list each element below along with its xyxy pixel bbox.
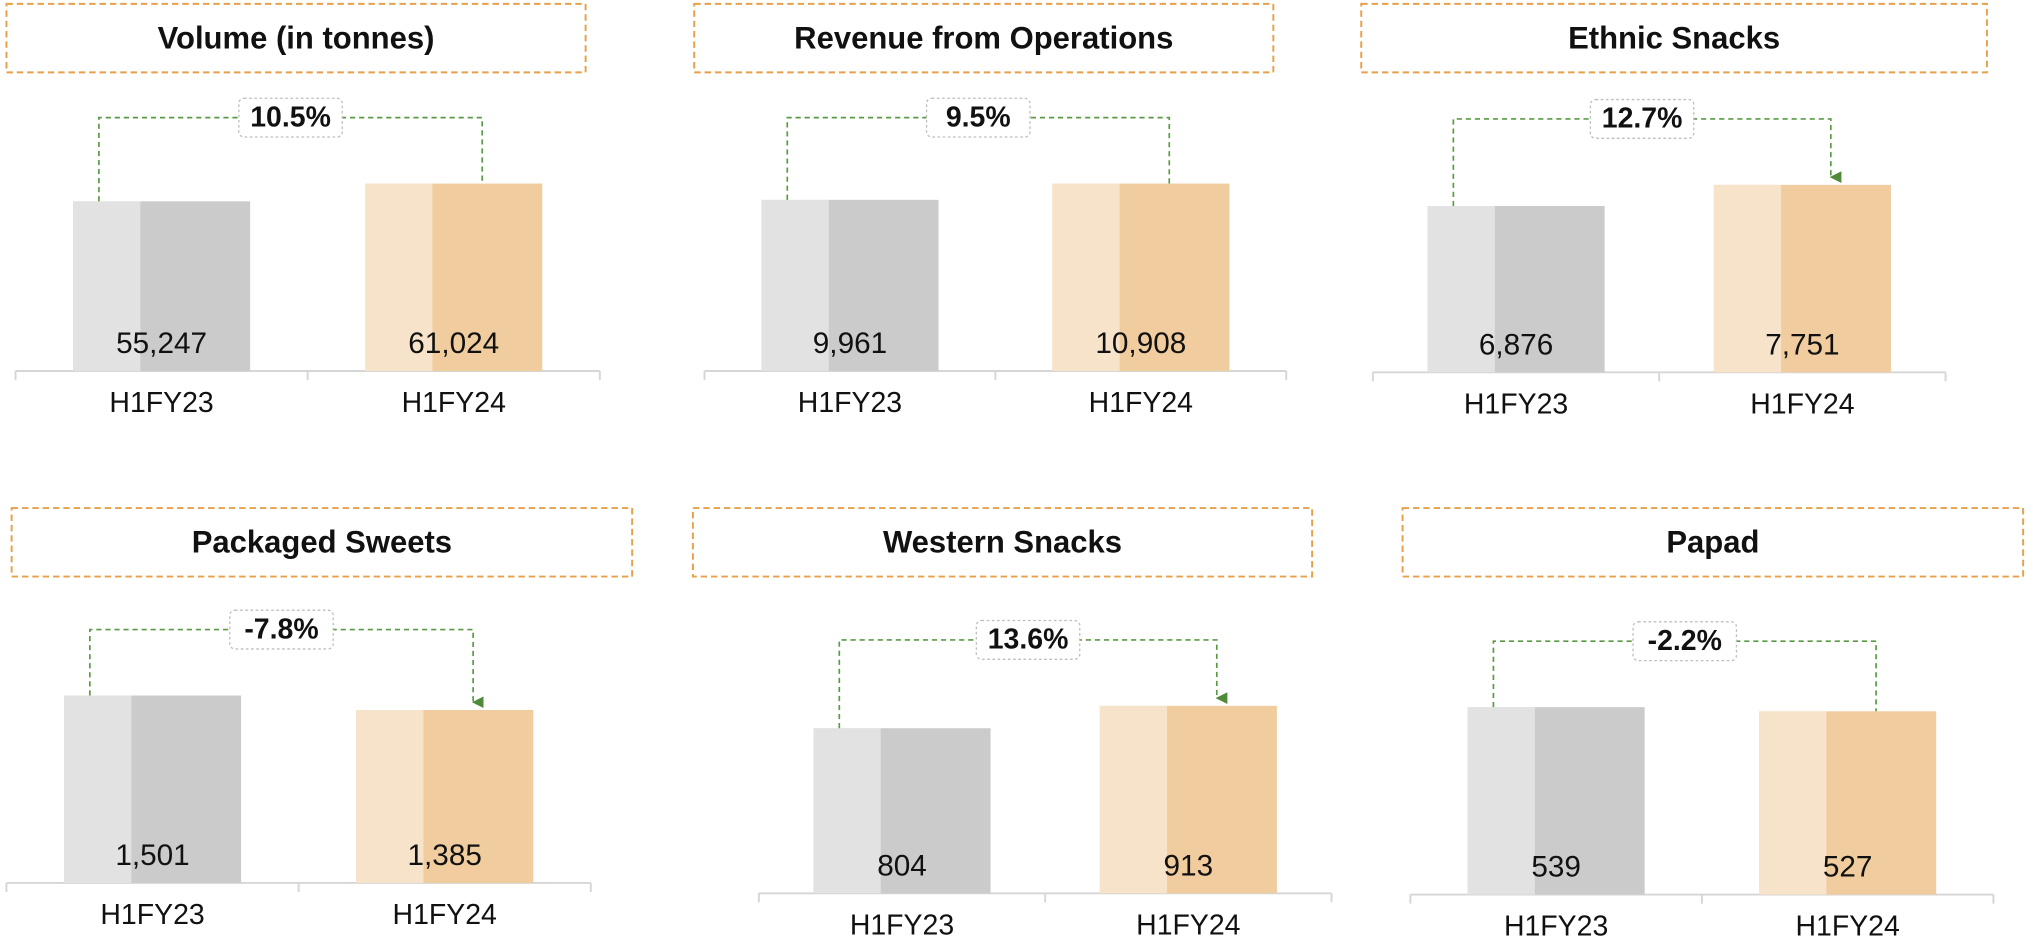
category-label: H1FY23 — [1464, 388, 1568, 420]
annotation-box — [238, 97, 343, 138]
chart-panel: Papad 539 H1FY23 527 H1FY24 -2.2% — [1401, 507, 2025, 943]
value-label: 9,961 — [813, 327, 887, 360]
value-label: 1,501 — [115, 839, 189, 872]
category-label: H1FY24 — [1089, 387, 1193, 419]
category-label: H1FY24 — [1750, 388, 1854, 420]
bar — [1713, 184, 1891, 373]
growth-annotation: -7.8% — [244, 613, 318, 645]
chart-title: Western Snacks — [883, 524, 1122, 559]
bar-highlight — [813, 728, 881, 894]
bar-highlight — [1713, 184, 1782, 373]
bar — [1759, 711, 1937, 895]
value-label: 1,385 — [408, 839, 482, 872]
bar — [63, 695, 242, 883]
category-label: H1FY24 — [1795, 911, 1899, 943]
value-label: 7,751 — [1765, 328, 1839, 361]
annotation-box — [975, 619, 1081, 660]
value-label: 6,876 — [1479, 328, 1553, 361]
category-label: H1FY24 — [393, 899, 497, 931]
chart-panel: Western Snacks 804 H1FY23 913 H1FY24 13.6% — [691, 507, 1333, 941]
bar-highlight — [1467, 707, 1535, 895]
bar — [1467, 707, 1645, 895]
value-label: 10,908 — [1095, 327, 1186, 360]
bar-highlight — [73, 201, 141, 372]
annotation-box — [1589, 98, 1695, 139]
bar — [365, 183, 543, 372]
annotation-box — [229, 609, 334, 650]
value-label: 804 — [877, 849, 927, 882]
annotation-box — [925, 97, 1031, 138]
bar — [1052, 183, 1230, 372]
category-label: H1FY23 — [798, 387, 902, 419]
chart-panel: Volume (in tonnes) 55,247 H1FY23 61,024 H1FY… — [5, 2, 601, 419]
title-box — [1360, 2, 1988, 74]
bar-highlight — [1099, 705, 1168, 894]
growth-annotation: 9.5% — [946, 101, 1011, 133]
value-label: 61,024 — [408, 327, 499, 360]
chart-title: Packaged Sweets — [192, 524, 452, 559]
chart-panel: Revenue from Operations 9,961 H1FY23 10,908… — [693, 2, 1288, 419]
bar — [1099, 705, 1277, 894]
category-label: H1FY23 — [850, 909, 954, 941]
bar-highlight — [356, 709, 424, 883]
chart-panel: Ethnic Snacks 6,876 H1FY23 7,751 H1FY24 12.7% — [1360, 2, 1988, 420]
chart-title: Volume (in tonnes) — [158, 20, 435, 55]
value-label: 913 — [1164, 849, 1214, 882]
growth-annotation: 13.6% — [988, 624, 1069, 656]
bar — [1427, 206, 1605, 373]
bar-highlight — [1052, 183, 1120, 372]
value-label: 527 — [1823, 851, 1873, 884]
bar — [356, 709, 534, 883]
category-label: H1FY23 — [1504, 911, 1608, 943]
chart-title: Ethnic Snacks — [1568, 20, 1780, 55]
annotation-box — [1632, 621, 1738, 662]
value-label: 539 — [1531, 851, 1581, 884]
bar-highlight — [1427, 206, 1495, 373]
chart-title: Papad — [1666, 524, 1759, 559]
bar — [813, 728, 991, 894]
chart-panel: Packaged Sweets 1,501 H1FY23 1,385 H1FY24 -7.… — [5, 507, 634, 931]
bar-highlight — [63, 695, 132, 883]
title-box — [691, 507, 1314, 578]
category-label: H1FY23 — [100, 899, 204, 931]
category-label: H1FY23 — [109, 387, 213, 419]
bar-highlight — [1759, 711, 1827, 895]
value-label: 55,247 — [116, 327, 207, 360]
bar — [73, 201, 251, 372]
bar-highlight — [761, 199, 829, 372]
title-box — [693, 2, 1275, 74]
bar — [761, 199, 939, 372]
category-label: H1FY24 — [1136, 909, 1240, 941]
category-label: H1FY24 — [402, 387, 506, 419]
bar-highlight — [365, 183, 433, 372]
growth-annotation: -2.2% — [1648, 625, 1722, 657]
chart-title: Revenue from Operations — [794, 20, 1173, 55]
title-box — [10, 507, 634, 578]
growth-annotation: 12.7% — [1602, 103, 1683, 135]
growth-annotation: 10.5% — [250, 101, 331, 133]
title-box — [1401, 507, 2025, 578]
